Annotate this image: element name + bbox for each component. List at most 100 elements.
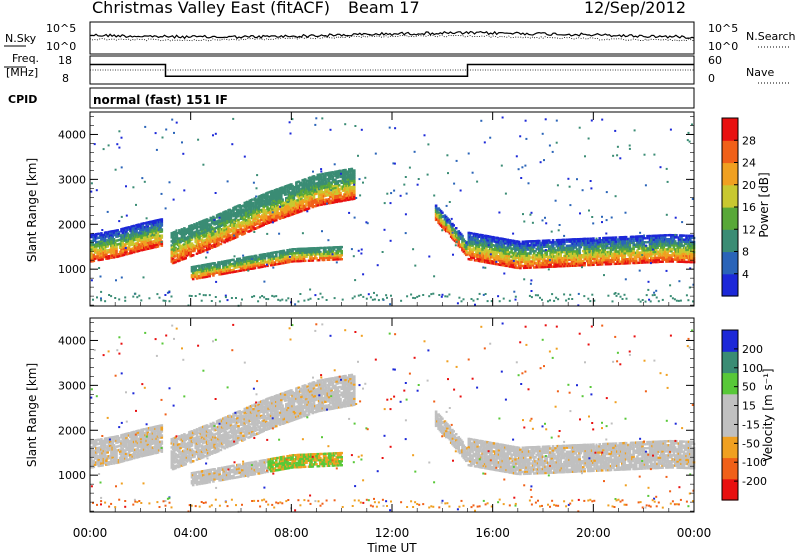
power-echo-cell (257, 207, 260, 211)
power-echo-cell (493, 260, 497, 263)
power-echo-cell (322, 256, 326, 260)
power-echo-cell (600, 251, 604, 254)
power-echo-cell (575, 256, 579, 259)
power-echo-cell (447, 218, 450, 221)
power-echo-cell (227, 211, 230, 214)
power-echo-cell (238, 257, 242, 260)
power-echo-cell (473, 232, 477, 236)
power-echo-cell (264, 210, 268, 213)
power-echo-cell (566, 248, 570, 251)
power-echo-cell (476, 235, 479, 238)
power-echo-cell (232, 210, 235, 214)
power-echo-cell (296, 199, 299, 202)
power-echo-cell (443, 214, 447, 217)
power-echo-cell (92, 233, 96, 236)
power-echo-cell (95, 235, 98, 238)
power-echo-cell (95, 247, 98, 250)
power-echo-cell (241, 221, 244, 224)
power-echo-cell (246, 202, 249, 206)
power-echo-cell (293, 191, 297, 195)
power-echo-cell (457, 230, 460, 233)
power-echo-cell (186, 235, 190, 239)
power-echo-cell (331, 195, 335, 198)
power-echo-cell (633, 257, 637, 261)
noise-search-label: N.Search (746, 30, 796, 43)
power-echo-cell (529, 250, 532, 253)
power-echo-cell (332, 248, 336, 251)
power-echo-cell (197, 241, 200, 245)
power-echo-cell (112, 240, 116, 243)
power-echo-cell (592, 243, 595, 246)
power-echo-cell (271, 218, 274, 221)
power-echo-cell (561, 258, 565, 262)
power-echo-cell (282, 249, 286, 252)
power-echo-cell (330, 187, 333, 190)
power-echo-cell (558, 249, 561, 252)
power-echo-cell (208, 229, 211, 232)
power-echo-cell (353, 169, 356, 172)
noise-sky-line (89, 30, 695, 40)
power-echo-cell (661, 260, 664, 263)
power-echo-cell (175, 242, 179, 245)
power-echo-cell (205, 226, 209, 229)
power-echo-cell (286, 184, 289, 187)
power-echo-cell (286, 190, 289, 193)
power-echo-cell (131, 231, 135, 234)
power-echo-cell (516, 266, 520, 270)
power-echo-cell (559, 255, 562, 258)
power-echo-cell (556, 245, 560, 248)
power-echo-cell (526, 254, 530, 257)
power-echo-cell (524, 260, 527, 263)
power-echo-cell (476, 247, 479, 250)
power-echo-cell (324, 248, 327, 251)
power-echo-cell (468, 233, 472, 237)
power-echo-cell (319, 254, 322, 258)
power-echo-cell (209, 264, 213, 268)
power-echo-cell (160, 234, 164, 237)
power-echo-cell (353, 195, 356, 198)
power-echo-cell (195, 222, 199, 225)
power-echo-cell (293, 212, 297, 215)
power-echo-cell (575, 248, 579, 251)
power-echo-cell (110, 254, 113, 257)
power-echo-cell (253, 197, 257, 200)
power-echo-cell (632, 253, 635, 257)
power-echo-cell (244, 207, 248, 210)
power-echo-cell (569, 250, 572, 253)
power-echo-cell (604, 261, 608, 264)
power-echo-cell (237, 214, 240, 218)
power-echo-cell (524, 240, 527, 243)
power-echo-cell (100, 256, 103, 259)
power-echo-cell (209, 224, 213, 228)
power-echo-cell (137, 249, 141, 252)
power-echo-cell (599, 263, 603, 266)
power-echo-cell (184, 257, 187, 260)
power-echo-cell (308, 176, 312, 179)
power-echo-cell (173, 245, 176, 248)
power-echo-cell (200, 246, 204, 249)
power-echo-cell (641, 245, 644, 248)
power-echo-cell (298, 257, 302, 261)
power-echo-cell (598, 241, 601, 244)
power-echo-cell (319, 173, 322, 176)
power-echo-cell (327, 252, 331, 255)
station-title: Christmas Valley East (fitACF) (92, 0, 330, 17)
power-echo-cell (224, 262, 228, 265)
power-echo-cell (276, 204, 279, 207)
power-echo-cell (267, 252, 270, 255)
power-echo-cell (266, 197, 269, 201)
power-echo-cell (110, 230, 113, 233)
power-echo-cell (210, 246, 214, 249)
power-echo-cell (291, 200, 294, 204)
power-echo-cell (442, 221, 445, 224)
power-echo-cell (335, 184, 338, 187)
power-echo-cell (230, 225, 234, 228)
power-echo-cell (538, 239, 541, 243)
power-echo-cell (514, 258, 517, 261)
power-echo-cell (554, 249, 557, 252)
power-echo-cell (93, 251, 97, 254)
power-echo-cell (190, 224, 194, 227)
power-echo-cell (208, 243, 211, 246)
power-echo-cell (115, 249, 118, 252)
power-echo-cell (451, 226, 454, 230)
